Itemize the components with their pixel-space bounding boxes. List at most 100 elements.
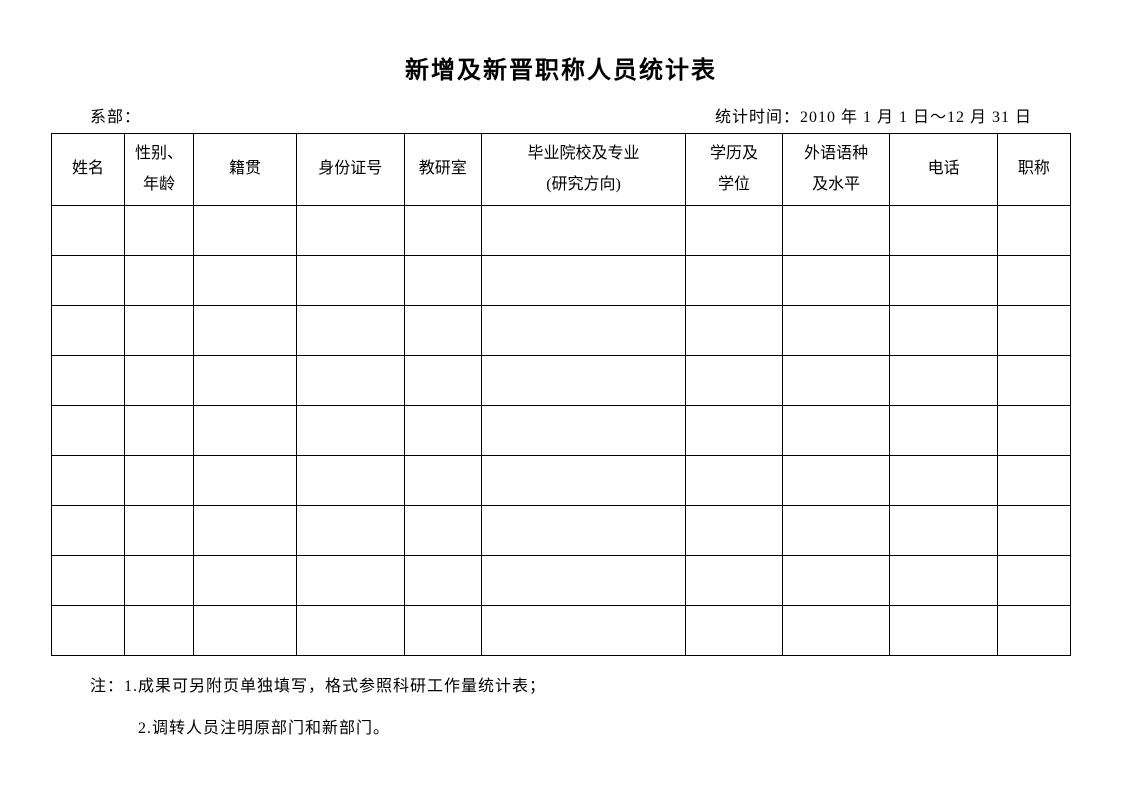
note-line-2: 2.调转人员注明原部门和新部门。: [90, 708, 1082, 750]
personnel-table: 姓名性别、年龄籍贯身份证号教研室毕业院校及专业(研究方向)学历及学位外语语种及水…: [51, 133, 1071, 656]
table-cell: [404, 206, 481, 256]
column-header: 外语语种及水平: [782, 134, 889, 206]
page-title: 新增及新晋职称人员统计表: [40, 50, 1082, 85]
table-cell: [890, 406, 997, 456]
table-row: [52, 456, 1071, 506]
table-cell: [297, 506, 404, 556]
table-cell: [686, 256, 783, 306]
table-cell: [404, 606, 481, 656]
table-row: [52, 306, 1071, 356]
column-header: 身份证号: [297, 134, 404, 206]
table-cell: [481, 406, 685, 456]
table-cell: [782, 556, 889, 606]
table-row: [52, 356, 1071, 406]
table-cell: [52, 356, 125, 406]
table-cell: [193, 256, 296, 306]
column-header: 学历及学位: [686, 134, 783, 206]
table-cell: [297, 206, 404, 256]
table-cell: [686, 356, 783, 406]
table-cell: [782, 306, 889, 356]
table-cell: [481, 506, 685, 556]
table-cell: [404, 406, 481, 456]
table-row: [52, 406, 1071, 456]
table-cell: [297, 256, 404, 306]
table-cell: [997, 556, 1070, 606]
table-cell: [404, 456, 481, 506]
table-cell: [782, 206, 889, 256]
table-cell: [997, 206, 1070, 256]
table-cell: [890, 356, 997, 406]
table-cell: [481, 456, 685, 506]
table-row: [52, 256, 1071, 306]
table-row: [52, 206, 1071, 256]
table-cell: [193, 606, 296, 656]
column-header: 籍贯: [193, 134, 296, 206]
column-header: 性别、年龄: [125, 134, 194, 206]
table-cell: [193, 206, 296, 256]
table-cell: [686, 406, 783, 456]
table-cell: [125, 256, 194, 306]
table-cell: [297, 356, 404, 406]
table-row: [52, 556, 1071, 606]
stat-time-label: 统计时间：: [715, 109, 800, 126]
table-cell: [404, 556, 481, 606]
table-cell: [481, 356, 685, 406]
table-cell: [125, 506, 194, 556]
column-header: 教研室: [404, 134, 481, 206]
table-cell: [52, 206, 125, 256]
column-header: 毕业院校及专业(研究方向): [481, 134, 685, 206]
table-cell: [52, 256, 125, 306]
table-cell: [997, 256, 1070, 306]
table-cell: [782, 356, 889, 406]
stat-time-value: 2010 年 1 月 1 日～12 月 31 日: [800, 109, 1032, 126]
table-cell: [686, 556, 783, 606]
table-cell: [297, 556, 404, 606]
table-cell: [890, 306, 997, 356]
table-header-row: 姓名性别、年龄籍贯身份证号教研室毕业院校及专业(研究方向)学历及学位外语语种及水…: [52, 134, 1071, 206]
table-body: [52, 206, 1071, 656]
table-cell: [686, 306, 783, 356]
table-cell: [686, 506, 783, 556]
table-cell: [686, 206, 783, 256]
table-cell: [125, 306, 194, 356]
table-cell: [481, 256, 685, 306]
table-cell: [686, 456, 783, 506]
table-cell: [193, 556, 296, 606]
department-label: 系部：: [90, 103, 141, 127]
note-item-1: 1.成果可另附页单独填写，格式参照科研工作量统计表；: [124, 678, 546, 695]
table-cell: [782, 406, 889, 456]
table-row: [52, 506, 1071, 556]
table-cell: [404, 256, 481, 306]
table-cell: [890, 206, 997, 256]
table-cell: [297, 606, 404, 656]
table-cell: [997, 456, 1070, 506]
table-cell: [125, 406, 194, 456]
table-cell: [297, 456, 404, 506]
table-cell: [481, 556, 685, 606]
table-cell: [782, 256, 889, 306]
table-cell: [297, 406, 404, 456]
table-cell: [125, 556, 194, 606]
table-cell: [997, 506, 1070, 556]
table-cell: [52, 556, 125, 606]
notes-section: 注：1.成果可另附页单独填写，格式参照科研工作量统计表； 2.调转人员注明原部门…: [40, 656, 1082, 749]
table-cell: [481, 606, 685, 656]
table-cell: [297, 306, 404, 356]
table-cell: [193, 306, 296, 356]
note-item-2: 2.调转人员注明原部门和新部门。: [138, 720, 390, 737]
table-cell: [481, 206, 685, 256]
table-cell: [52, 606, 125, 656]
table-cell: [481, 306, 685, 356]
column-header: 电话: [890, 134, 997, 206]
table-cell: [52, 506, 125, 556]
table-cell: [782, 456, 889, 506]
table-cell: [125, 606, 194, 656]
table-cell: [890, 456, 997, 506]
table-cell: [890, 556, 997, 606]
table-cell: [52, 406, 125, 456]
table-cell: [52, 456, 125, 506]
table-cell: [404, 506, 481, 556]
table-cell: [193, 356, 296, 406]
table-cell: [997, 606, 1070, 656]
table-cell: [890, 256, 997, 306]
